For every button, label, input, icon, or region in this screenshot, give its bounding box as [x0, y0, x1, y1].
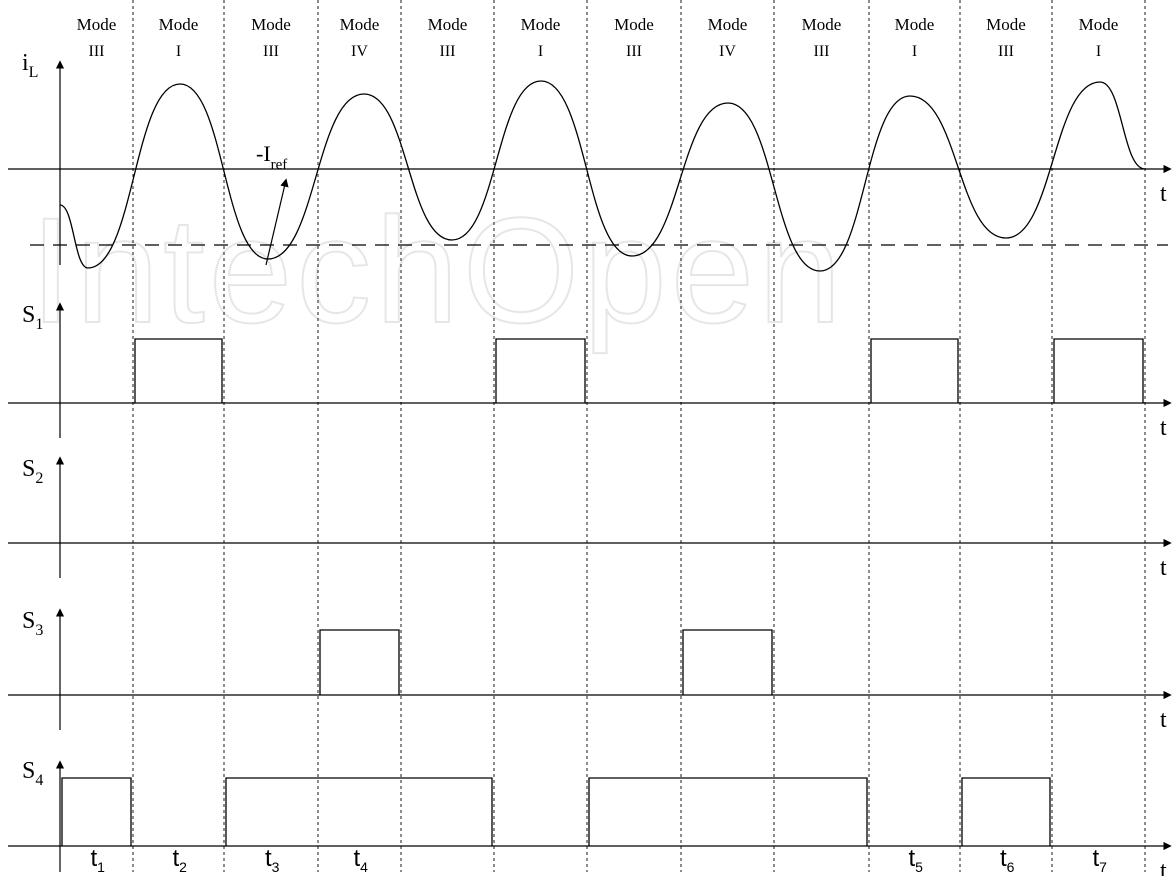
pulse-s1 — [1053, 338, 1144, 403]
watermark-logo: IntechOpen — [30, 186, 846, 354]
pulse-s3 — [319, 629, 400, 695]
mode-number: III — [814, 43, 830, 60]
mode-number: III — [626, 43, 642, 60]
mode-number: III — [263, 43, 279, 60]
iref-label: -Iref — [256, 141, 287, 173]
axis-t-label: t — [1160, 555, 1167, 581]
time-interval-label: t5 — [909, 845, 924, 875]
mode-label: Mode — [251, 15, 291, 34]
pulse-s4 — [225, 777, 493, 846]
time-interval-label: t7 — [1093, 845, 1108, 875]
time-interval-label: t4 — [354, 845, 369, 875]
iref-pointer-arrow — [265, 178, 289, 266]
axis-t-label: t — [1160, 415, 1167, 441]
trace-label: S1 — [22, 302, 43, 333]
pulse-s4 — [588, 777, 868, 846]
mode-label: Mode — [708, 15, 748, 34]
time-labels: t1 t2 t3 t4 t5 t6 t7 — [91, 845, 1108, 875]
trace-label: S4 — [22, 758, 43, 789]
mode-number: I — [1096, 43, 1101, 60]
mode-label: Mode — [159, 15, 199, 34]
axis-t-label: t — [1160, 707, 1167, 733]
mode-number: IV — [719, 43, 736, 60]
mode-label: Mode — [614, 15, 654, 34]
pulse-s4 — [961, 777, 1051, 846]
mode-number: I — [176, 43, 181, 60]
trace-label: iL — [22, 50, 38, 81]
pulse-s4 — [61, 777, 132, 846]
mode-label: Mode — [802, 15, 842, 34]
mode-number: III — [440, 43, 456, 60]
mode-label: Mode — [428, 15, 468, 34]
mode-label: Mode — [521, 15, 561, 34]
mode-label: Mode — [986, 15, 1026, 34]
time-interval-label: t1 — [91, 845, 106, 875]
time-interval-label: t6 — [1000, 845, 1015, 875]
switch-pulses — [61, 338, 1144, 846]
mode-number: IV — [351, 43, 368, 60]
mode-number: III — [89, 43, 105, 60]
pulse-s1 — [134, 338, 223, 403]
trace-label: S2 — [22, 456, 43, 487]
mode-label: Mode — [77, 15, 117, 34]
mode-dividers — [132, 0, 1146, 872]
pulse-s1 — [495, 338, 586, 403]
mode-labels: Mode III Mode I Mode III Mode IV Mode III Mode I Mod… — [77, 15, 1119, 60]
mode-label: Mode — [895, 15, 935, 34]
time-interval-label: t3 — [265, 845, 280, 875]
mode-label: Mode — [340, 15, 380, 34]
axis-t-label: t — [1160, 181, 1167, 207]
trace-label: S3 — [22, 608, 43, 639]
axis-t-label: t — [1160, 858, 1167, 876]
mode-label: Mode — [1079, 15, 1119, 34]
time-interval-label: t2 — [173, 845, 188, 875]
pulse-s3 — [682, 629, 773, 695]
pulse-s1 — [870, 338, 959, 403]
trace-labels: iL t S1 t S2 t S3 t S4 t — [22, 50, 1167, 876]
mode-number: III — [998, 43, 1014, 60]
mode-number: I — [538, 43, 543, 60]
trace-axes — [8, 60, 1172, 872]
inductor-current-waveform — [59, 80, 1146, 272]
mode-number: I — [912, 43, 917, 60]
